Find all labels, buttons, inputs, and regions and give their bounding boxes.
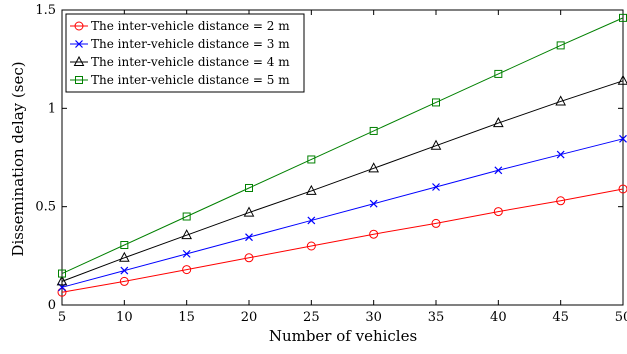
data-point xyxy=(556,41,565,50)
data-point xyxy=(369,199,378,208)
data-point xyxy=(618,184,627,194)
marker-stroke xyxy=(182,249,191,258)
data-point xyxy=(56,275,68,286)
data-point xyxy=(57,287,67,297)
data-point xyxy=(182,212,191,221)
data-point xyxy=(120,241,129,250)
x-tick-label: 45 xyxy=(552,310,569,325)
data-point xyxy=(432,98,440,107)
x-tick-label: 40 xyxy=(490,310,507,325)
x-tick-label: 15 xyxy=(178,310,195,325)
y-axis-label: Dissemination delay (sec) xyxy=(9,61,27,256)
legend-item: The inter-vehicle distance = 3 m xyxy=(70,37,290,51)
legend-marker xyxy=(75,76,83,84)
data-point xyxy=(245,233,253,242)
series-layer xyxy=(56,13,627,297)
x-tick-label: 10 xyxy=(116,310,133,325)
y-tick-label: 1 xyxy=(48,101,56,116)
data-point xyxy=(494,166,503,175)
data-point xyxy=(181,229,192,240)
y-tick-label: 0.5 xyxy=(35,200,56,215)
data-point xyxy=(556,196,566,206)
data-point xyxy=(306,184,317,195)
data-point xyxy=(307,216,316,225)
series-line xyxy=(61,80,624,282)
legend-item: The inter-vehicle distance = 2 m xyxy=(70,19,290,33)
legend-marker xyxy=(74,21,84,31)
marker-stroke xyxy=(307,216,316,225)
x-tick-label: 50 xyxy=(615,310,627,325)
data-point xyxy=(243,206,255,217)
marker-stroke xyxy=(245,233,253,242)
data-point xyxy=(430,139,442,150)
data-point xyxy=(307,155,316,164)
x-tick-label: 25 xyxy=(303,310,320,325)
data-point xyxy=(182,249,191,258)
data-point xyxy=(245,183,253,192)
data-point xyxy=(120,266,129,275)
marker-stroke xyxy=(75,40,83,48)
y-tick-label: 1.5 xyxy=(35,3,56,18)
x-axis-label: Number of vehicles xyxy=(269,327,417,345)
data-point xyxy=(244,253,254,263)
data-point xyxy=(58,269,66,278)
x-tick-label: 30 xyxy=(365,310,382,325)
legend-label: The inter-vehicle distance = 4 m xyxy=(91,55,290,69)
x-tick-label: 35 xyxy=(428,310,445,325)
data-point xyxy=(369,126,378,135)
marker-stroke xyxy=(556,150,565,159)
data-point xyxy=(431,218,441,228)
x-tick-label: 20 xyxy=(241,310,258,325)
series-1 xyxy=(57,184,627,297)
legend-label: The inter-vehicle distance = 3 m xyxy=(91,37,290,51)
x-axis: 5 10 15 20 25 30 35 40 45 50 xyxy=(58,10,627,325)
series-3 xyxy=(56,74,627,286)
series-line xyxy=(61,138,624,288)
series-2 xyxy=(58,134,627,292)
marker-stroke xyxy=(494,166,503,175)
data-point xyxy=(368,162,379,173)
data-point xyxy=(493,117,504,128)
legend-marker xyxy=(75,40,83,48)
data-point xyxy=(369,229,379,239)
legend-box xyxy=(65,13,305,93)
series-4 xyxy=(58,13,627,278)
legend-item: The inter-vehicle distance = 4 m xyxy=(70,55,290,69)
data-point xyxy=(619,134,627,143)
data-point xyxy=(119,251,130,262)
series-line xyxy=(61,17,624,274)
data-point xyxy=(494,69,503,78)
data-point xyxy=(493,207,503,217)
data-point xyxy=(555,95,566,106)
series-line xyxy=(61,188,624,293)
legend: The inter-vehicle distance = 2 m The inte… xyxy=(65,13,305,93)
y-tick-label: 0 xyxy=(48,298,56,313)
x-tick-label: 5 xyxy=(58,310,66,325)
marker-stroke xyxy=(619,134,627,143)
legend-marker xyxy=(73,55,85,66)
data-point xyxy=(119,276,129,286)
marker-stroke xyxy=(369,199,378,208)
legend-label: The inter-vehicle distance = 2 m xyxy=(91,19,290,33)
data-point xyxy=(617,74,627,85)
y-axis: 0 0.5 1 1.5 xyxy=(35,3,623,313)
data-point xyxy=(432,183,440,191)
marker-stroke xyxy=(120,266,129,275)
legend-item: The inter-vehicle distance = 5 m xyxy=(70,73,290,87)
marker-stroke xyxy=(432,183,440,191)
legend-label: The inter-vehicle distance = 5 m xyxy=(91,73,290,87)
data-point xyxy=(556,150,565,159)
data-point xyxy=(306,241,316,251)
data-point xyxy=(182,265,192,275)
